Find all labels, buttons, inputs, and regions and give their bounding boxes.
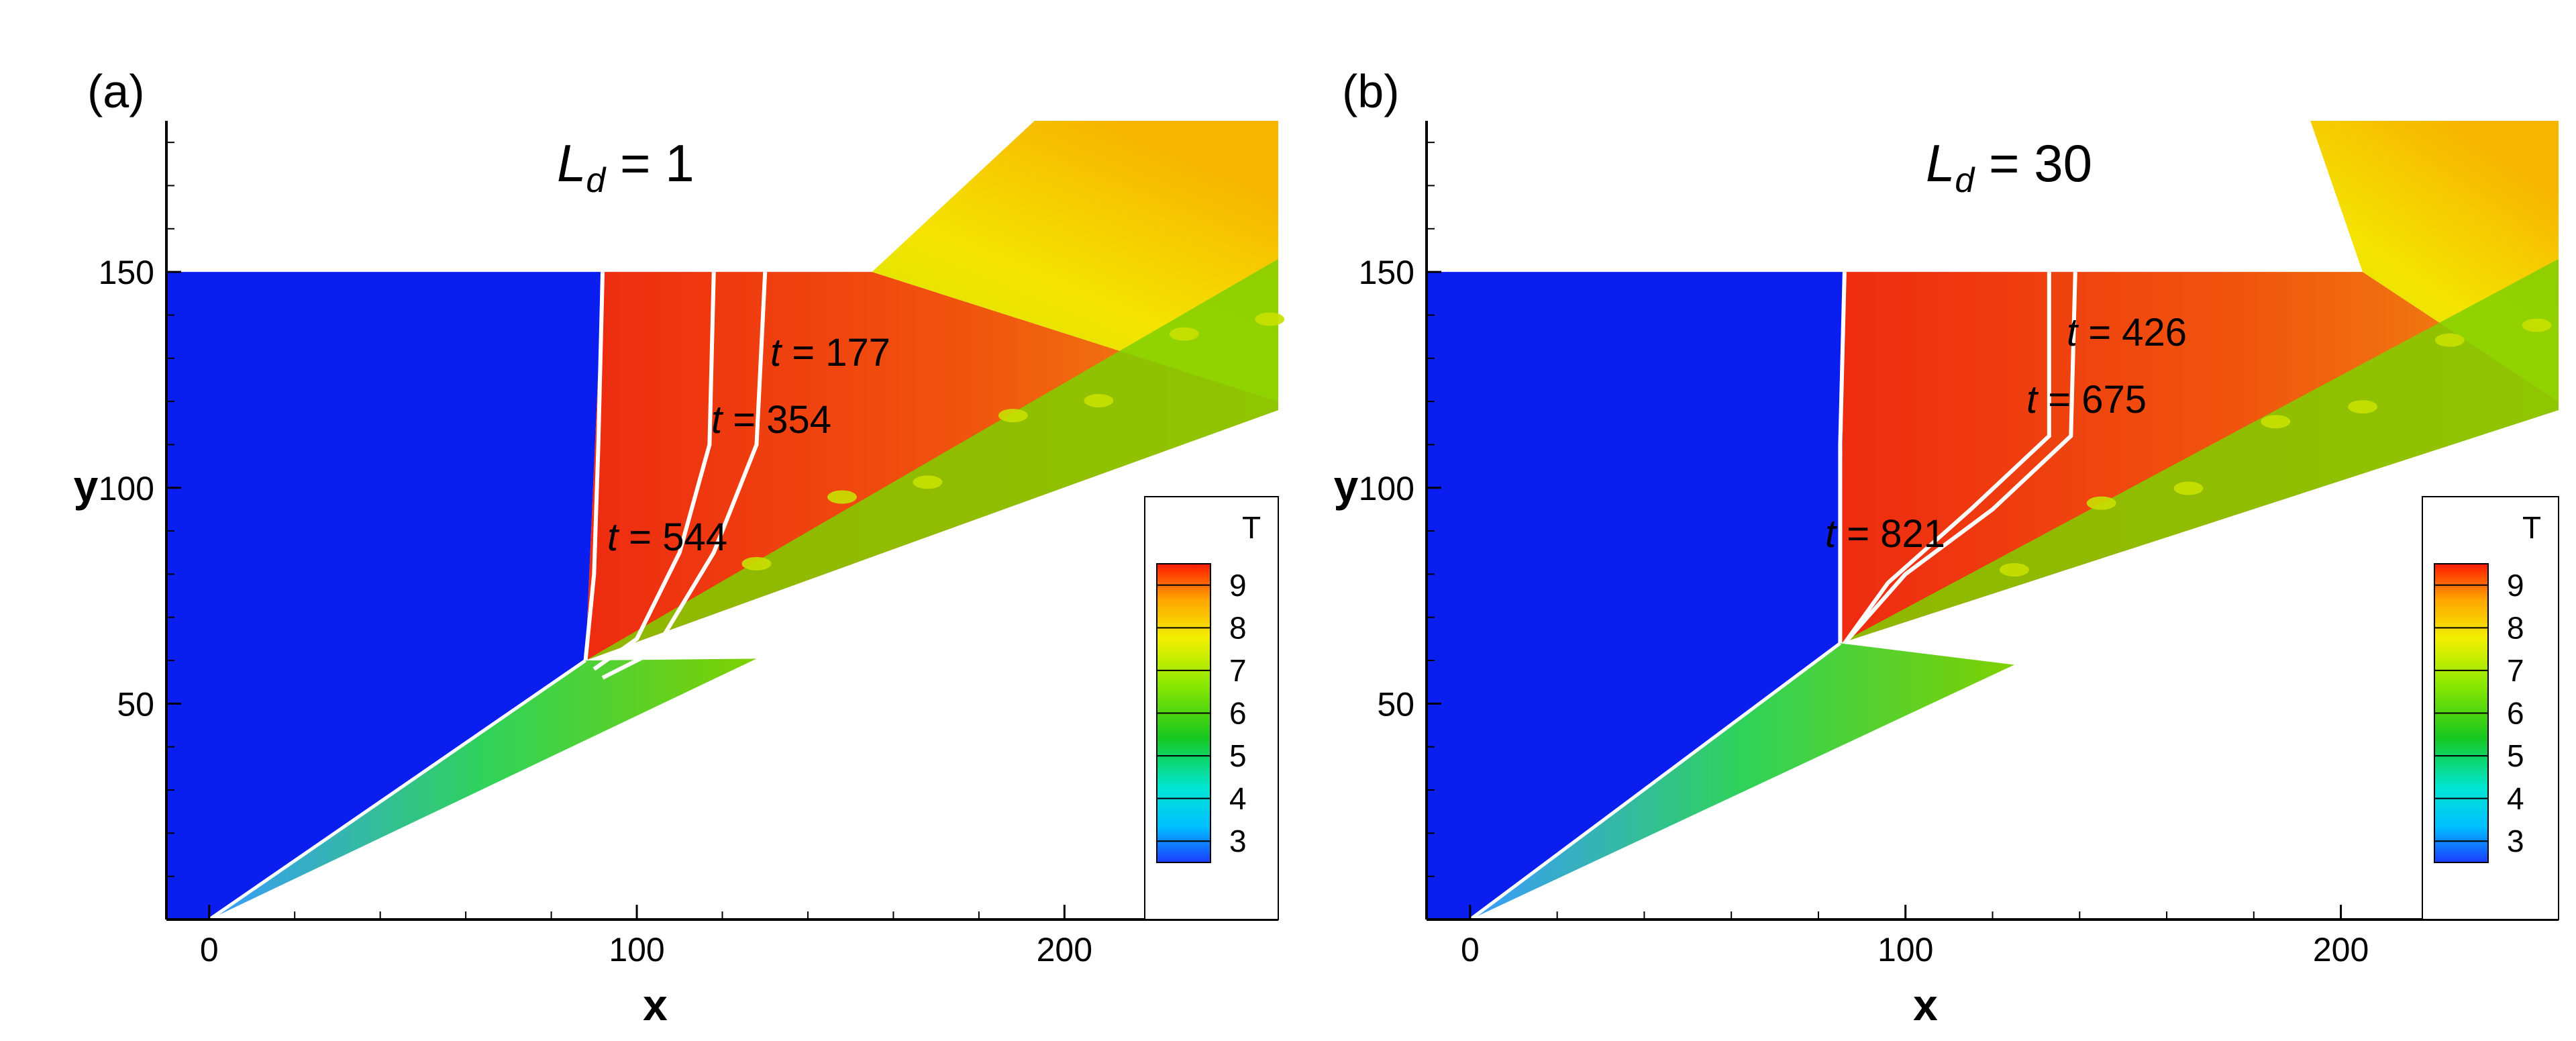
mixing-layer-region	[585, 258, 1278, 661]
y-tick-label: 100	[99, 470, 154, 507]
time-annotation: t = 354	[711, 398, 831, 442]
colorbar-tick-label: 4	[1229, 781, 1247, 816]
parameter-symbol: L	[1926, 134, 1955, 193]
colorbar-tick-label: 5	[1229, 738, 1247, 773]
time-value: = 177	[781, 331, 890, 375]
time-annotation: t = 544	[607, 515, 727, 559]
vortex-mark	[2522, 318, 2552, 332]
vortex-mark	[2348, 400, 2378, 414]
x-tick-label: 200	[1037, 931, 1092, 969]
colorbar-tick-label: 7	[2507, 653, 2524, 688]
time-symbol: t	[2026, 378, 2039, 422]
time-symbol: t	[607, 515, 620, 559]
panel-label: (b)	[1342, 65, 1400, 117]
colorbar-tick-label: 9	[1229, 568, 1247, 603]
time-symbol: t	[770, 331, 783, 375]
x-tick-label: 200	[2313, 931, 2369, 969]
time-value: = 821	[1836, 512, 1945, 556]
y-axis-title: y	[74, 461, 99, 511]
vortex-mark	[2086, 496, 2116, 510]
front-line-t426	[1843, 272, 2077, 645]
x-axis-title: x	[1913, 980, 1938, 1030]
x-tick-label: 0	[200, 931, 219, 969]
time-value: = 426	[2077, 311, 2187, 354]
parameter-value: = 1	[605, 134, 694, 193]
panel-label: (a)	[87, 65, 145, 117]
colorbar-tick-label: 6	[1229, 696, 1247, 731]
colorbar-tick-label: 7	[1229, 653, 1247, 688]
vortex-mark	[913, 475, 943, 489]
vortex-mark	[741, 556, 772, 571]
time-symbol: t	[711, 398, 724, 442]
time-annotation: t = 177	[770, 331, 890, 375]
vortex-mark	[998, 409, 1028, 423]
colorbar-tick-label: 6	[2507, 696, 2524, 731]
colorbar-title: T	[2522, 510, 2541, 545]
ramp-region	[1470, 643, 2014, 920]
x-tick-label: 100	[1877, 931, 1933, 969]
y-tick-label: 150	[1359, 254, 1414, 291]
front-line-t354	[593, 272, 716, 671]
y-axis-title: y	[1334, 461, 1359, 511]
y-tick-label: 50	[1377, 685, 1414, 723]
colorbar-tick-label: 8	[1229, 610, 1247, 645]
parameter-value: = 30	[1974, 134, 2092, 193]
colorbar-tick-label: 3	[2507, 824, 2524, 858]
time-annotation: t = 821	[1825, 512, 1945, 556]
y-tick-label: 50	[117, 685, 154, 723]
parameter-subscript: d	[586, 161, 607, 200]
cold-region	[1427, 272, 1845, 920]
colorbar-tick-label: 3	[1229, 824, 1247, 858]
vortex-mark	[2173, 481, 2204, 495]
colorbar-tick-label: 8	[2507, 610, 2524, 645]
ramp-region	[209, 658, 757, 920]
parameter-label: Ld = 1	[557, 134, 694, 200]
parameter-label: Ld = 30	[1926, 134, 2092, 200]
vortex-mark	[827, 490, 857, 504]
parameter-subscript: d	[1955, 161, 1975, 200]
cold-region	[166, 272, 603, 920]
x-tick-label: 0	[1461, 931, 1480, 969]
time-value: = 354	[722, 398, 831, 442]
time-symbol: t	[1825, 512, 1838, 556]
colorbar-tick-label: 4	[2507, 781, 2524, 816]
vortex-mark	[2261, 415, 2291, 429]
front-line-t544	[583, 272, 605, 661]
colorbar-tick-label: 5	[2507, 738, 2524, 773]
y-tick-label: 150	[99, 254, 154, 291]
colorbar-tick-label: 9	[2507, 568, 2524, 603]
x-tick-label: 100	[609, 931, 664, 969]
ramp-surface-line	[208, 658, 586, 922]
time-symbol: t	[2067, 311, 2079, 354]
vortex-mark	[2434, 333, 2465, 347]
time-annotation: t = 675	[2026, 378, 2147, 422]
parameter-symbol: L	[557, 134, 586, 193]
time-annotation: t = 426	[2067, 311, 2187, 354]
ramp-surface-line	[1469, 642, 1841, 922]
time-value: = 544	[618, 515, 727, 559]
y-tick-label: 100	[1359, 470, 1414, 507]
vortex-mark	[1255, 312, 1285, 326]
x-axis-title: x	[643, 980, 668, 1030]
front-line-t675	[1843, 272, 2051, 645]
vortex-mark	[1999, 562, 2029, 577]
vortex-mark	[1169, 327, 1199, 341]
front-line-t821	[1838, 272, 1847, 644]
vortex-mark	[1084, 393, 1114, 407]
colorbar-title: T	[1242, 510, 1261, 545]
time-value: = 675	[2037, 378, 2147, 422]
front-line-t177	[601, 271, 768, 680]
mixing-layer-region	[1840, 258, 2559, 644]
